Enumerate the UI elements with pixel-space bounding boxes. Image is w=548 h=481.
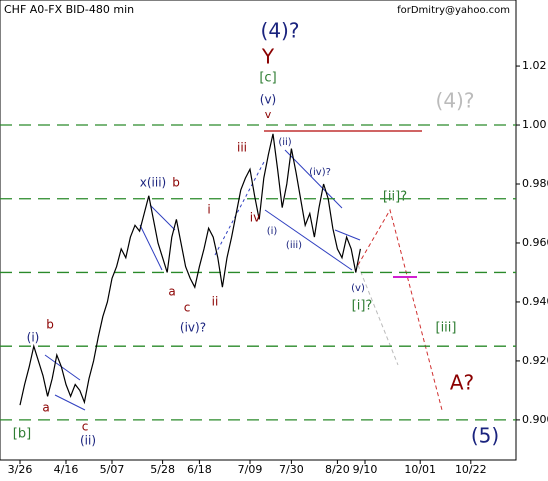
wave-label: (iv)? bbox=[309, 167, 331, 178]
wave-label: (iv)? bbox=[180, 321, 206, 335]
plot-frame bbox=[0, 0, 517, 461]
x-tick-label: 6/18 bbox=[187, 463, 212, 476]
x-tick-label: 3/26 bbox=[8, 463, 33, 476]
x-tick-label: 7/30 bbox=[279, 463, 304, 476]
wave-label: (i) bbox=[267, 226, 278, 237]
x-tick-label: 4/16 bbox=[54, 463, 79, 476]
wave-label: (4)? bbox=[436, 89, 475, 113]
wave-label: [iii] bbox=[436, 321, 457, 336]
wave-label: iv bbox=[250, 211, 260, 225]
y-tick-label: 1.00 bbox=[522, 118, 547, 131]
wave-label: c bbox=[184, 301, 191, 315]
wave-label: a bbox=[168, 285, 175, 299]
wave-label: iii bbox=[237, 141, 247, 155]
wave-label: (5) bbox=[471, 424, 499, 448]
y-tick-label: 1.02 bbox=[522, 59, 547, 72]
y-tick-label: 0.900 bbox=[522, 413, 548, 426]
chart-title: CHF A0-FX BID-480 min bbox=[4, 3, 134, 16]
wave-label: i bbox=[207, 203, 210, 217]
price-line bbox=[19, 133, 361, 406]
y-tick-label: 0.980 bbox=[522, 177, 548, 190]
wave-label: (ii) bbox=[80, 434, 96, 448]
wave-label: x(iii) bbox=[140, 176, 166, 190]
wave-label: (ii) bbox=[278, 137, 291, 148]
y-tick-label: 0.960 bbox=[522, 236, 548, 249]
projection-alt bbox=[357, 264, 399, 366]
channels bbox=[44, 149, 361, 411]
chart-subtitle: forDmitry@yahoo.com bbox=[397, 5, 510, 16]
x-tick-label: 9/10 bbox=[353, 463, 378, 476]
wave-label: a bbox=[42, 401, 49, 415]
wave-label: (i) bbox=[27, 331, 40, 345]
wave-label: (iii) bbox=[286, 240, 302, 251]
wave-label: (4)? bbox=[261, 19, 300, 43]
x-tick-label: 5/28 bbox=[150, 463, 175, 476]
wave-label: v bbox=[265, 108, 272, 121]
wave-label: b bbox=[46, 318, 54, 332]
y-tick-label: 0.940 bbox=[522, 295, 548, 308]
x-tick-label: 8/20 bbox=[325, 463, 350, 476]
projection bbox=[357, 208, 443, 411]
wave-label: b bbox=[172, 176, 180, 190]
x-tick-label: 10/01 bbox=[404, 463, 436, 476]
wave-label: (v) bbox=[260, 93, 276, 107]
x-tick-label: 7/09 bbox=[238, 463, 263, 476]
wave-label: [i]? bbox=[352, 299, 373, 314]
wave-label: [ii]? bbox=[383, 190, 407, 205]
wave-label: c bbox=[82, 420, 89, 434]
wave-label: [b] bbox=[13, 427, 31, 442]
y-tick-label: 0.920 bbox=[522, 354, 548, 367]
x-tick-label: 10/22 bbox=[455, 463, 487, 476]
wave-label: A? bbox=[450, 371, 474, 395]
wave-label: (v) bbox=[351, 283, 365, 294]
x-tick-label: 5/07 bbox=[100, 463, 125, 476]
wave-label: Y bbox=[261, 45, 275, 69]
wave-label: ii bbox=[212, 295, 219, 309]
wave-label: [c] bbox=[259, 71, 276, 86]
